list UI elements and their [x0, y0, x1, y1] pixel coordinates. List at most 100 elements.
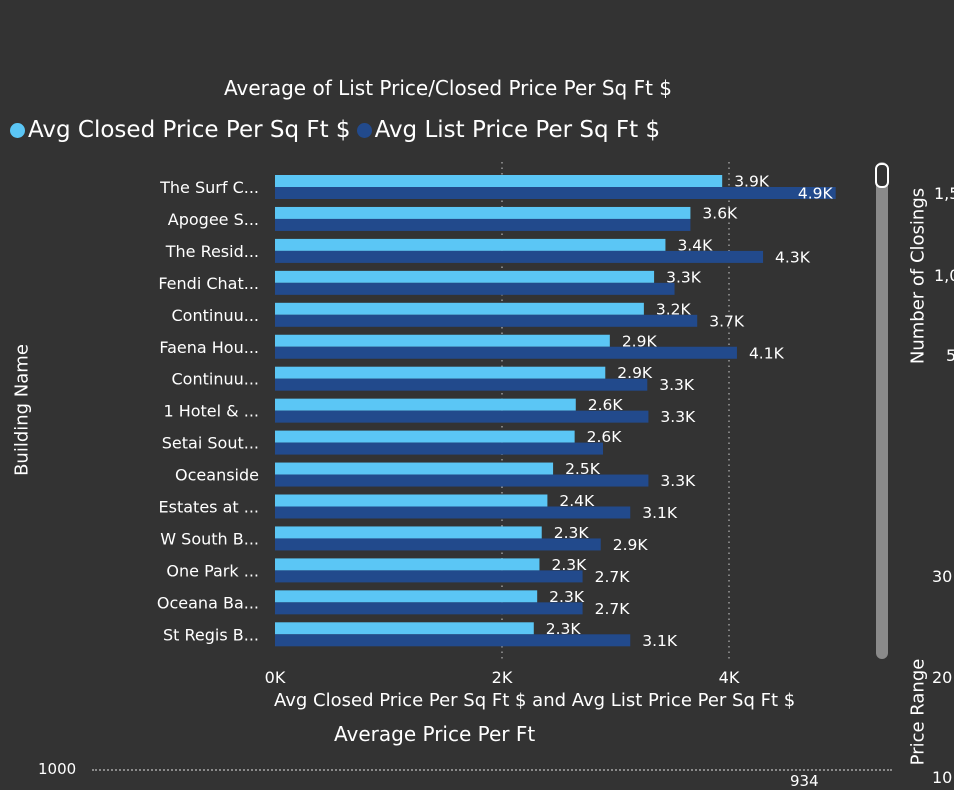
list-price-data-label: 3.7K [709, 312, 745, 330]
list-price-bar [275, 570, 583, 583]
bars-layer [275, 175, 836, 647]
closed-price-bar [275, 462, 554, 475]
closed-price-bar [275, 398, 576, 411]
list-price-data-label: 2.7K [595, 600, 631, 618]
list-price-bar [275, 250, 764, 263]
list-price-bar [275, 538, 601, 551]
legend-item-closed[interactable]: Avg Closed Price Per Sq Ft $ [10, 117, 351, 143]
list-price-bar [275, 378, 648, 391]
chart-scrollbar[interactable] [876, 162, 888, 659]
closed-price-bar [275, 175, 723, 187]
scrollbar-thumb[interactable] [875, 163, 889, 188]
y-category-label: Faena Hou... [159, 338, 259, 357]
chart-title: Average of List Price/Closed Price Per S… [223, 76, 673, 100]
list-price-data-label: 3.1K [642, 632, 678, 650]
bottom-chart-gridline [92, 769, 892, 771]
price-range-tick: 30 [932, 567, 953, 586]
list-price-bar [275, 218, 691, 231]
y-category-label: Oceana Ba... [157, 593, 259, 612]
closed-price-data-label: 3.3K [666, 268, 702, 286]
y-category-label: Fendi Chat... [158, 274, 259, 293]
closed-price-bar [275, 526, 542, 539]
y-category-label: 1 Hotel & ... [163, 402, 259, 421]
closed-price-data-label: 3.9K [734, 173, 770, 191]
list-price-bar [275, 314, 698, 327]
list-price-bar [275, 187, 836, 199]
list-price-data-label: 3.3K [659, 376, 695, 394]
closed-price-data-label: 2.9K [622, 332, 658, 350]
closed-price-data-label: 2.6K [588, 396, 624, 414]
y-category-label: Continuu... [172, 306, 260, 325]
closed-price-bar [275, 270, 655, 283]
closings-tick: 1,5 [934, 184, 954, 203]
list-price-data-label: 3.1K [642, 504, 678, 522]
closed-price-bar [275, 558, 540, 571]
closed-price-bar [275, 334, 610, 347]
x-tick-label: 0K [265, 668, 286, 687]
closed-price-bar [275, 622, 534, 635]
legend-list-marker [356, 122, 372, 138]
list-price-bar [275, 602, 583, 615]
closings-axis-title: Number of Closings [907, 187, 929, 365]
closed-price-data-label: 3.2K [656, 300, 692, 318]
x-tick-label: 2K [492, 668, 513, 687]
price-range-axis-title: Price Range [907, 658, 929, 766]
bottom-chart-value-label: 934 [790, 772, 819, 790]
list-price-bar [275, 506, 631, 519]
price-range-tick: 20 [932, 668, 953, 687]
legend-item-list[interactable]: Avg List Price Per Sq Ft $ [356, 117, 661, 143]
list-price-bar [275, 442, 604, 455]
closings-tick: 1,0 [934, 266, 954, 285]
list-price-data-label: 4.3K [775, 248, 811, 266]
closed-price-data-label: 3.4K [677, 236, 713, 254]
list-price-data-label: 3.3K [660, 408, 696, 426]
closed-price-data-label: 2.3K [546, 620, 582, 638]
y-category-label: Apogee S... [168, 210, 259, 229]
legend-closed-marker [10, 122, 25, 138]
price-range-tick: 10 [932, 768, 953, 787]
list-price-data-label: 3.3K [660, 472, 696, 490]
list-price-bar [275, 410, 649, 423]
y-category-label: One Park ... [166, 561, 259, 580]
legend: Avg Closed Price Per Sq Ft $ Avg List Pr… [10, 117, 666, 143]
y-category-label: Setai Sout... [162, 434, 259, 453]
closed-price-data-label: 2.3K [549, 588, 585, 606]
closed-price-data-label: 2.3K [551, 556, 587, 574]
list-price-data-label: 2.7K [595, 568, 631, 586]
closed-price-bar [275, 238, 666, 251]
list-price-bar [275, 634, 631, 647]
y-category-label: Continuu... [172, 370, 260, 389]
legend-closed-label: Avg Closed Price Per Sq Ft $ [28, 117, 351, 143]
closed-price-data-label: 3.6K [702, 204, 738, 222]
y-category-label: W South B... [160, 529, 259, 548]
closed-price-bar [275, 206, 691, 219]
closed-price-bar [275, 430, 575, 443]
closed-price-data-label: 2.3K [554, 524, 590, 542]
y-category-label: Estates at ... [159, 498, 259, 517]
legend-list-label: Avg List Price Per Sq Ft $ [374, 117, 661, 143]
chart-subtitle: Average Price Per Ft [334, 722, 536, 746]
labels-layer: 0K 2K 4K The Surf C... 3.9K 4.9K Apogee S... 3.… [157, 173, 834, 688]
closed-price-data-label: 2.5K [565, 460, 601, 478]
bottom-chart-y-tick: 1000 [38, 760, 77, 778]
y-category-label: St Regis B... [163, 625, 259, 644]
closed-price-bar [275, 494, 548, 507]
list-price-data-label: 4.9K [798, 185, 834, 203]
closed-price-bar [275, 590, 538, 603]
x-tick-label: 4K [719, 668, 740, 687]
y-category-label: The Surf C... [159, 178, 259, 197]
x-axis-title: Avg Closed Price Per Sq Ft $ and Avg Lis… [274, 690, 796, 711]
closed-price-bar [275, 302, 644, 315]
list-price-data-label: 4.1K [749, 344, 785, 362]
closings-tick: 5 [946, 346, 954, 365]
closed-price-data-label: 2.9K [617, 364, 653, 382]
y-category-label: Oceanside [175, 466, 259, 485]
list-price-data-label: 2.9K [613, 536, 649, 554]
list-price-bar [275, 474, 649, 487]
closed-price-bar [275, 366, 606, 379]
y-category-label: The Resid... [165, 242, 259, 261]
closed-price-data-label: 2.4K [559, 492, 595, 510]
list-price-bar [275, 282, 675, 295]
list-price-bar [275, 346, 737, 359]
